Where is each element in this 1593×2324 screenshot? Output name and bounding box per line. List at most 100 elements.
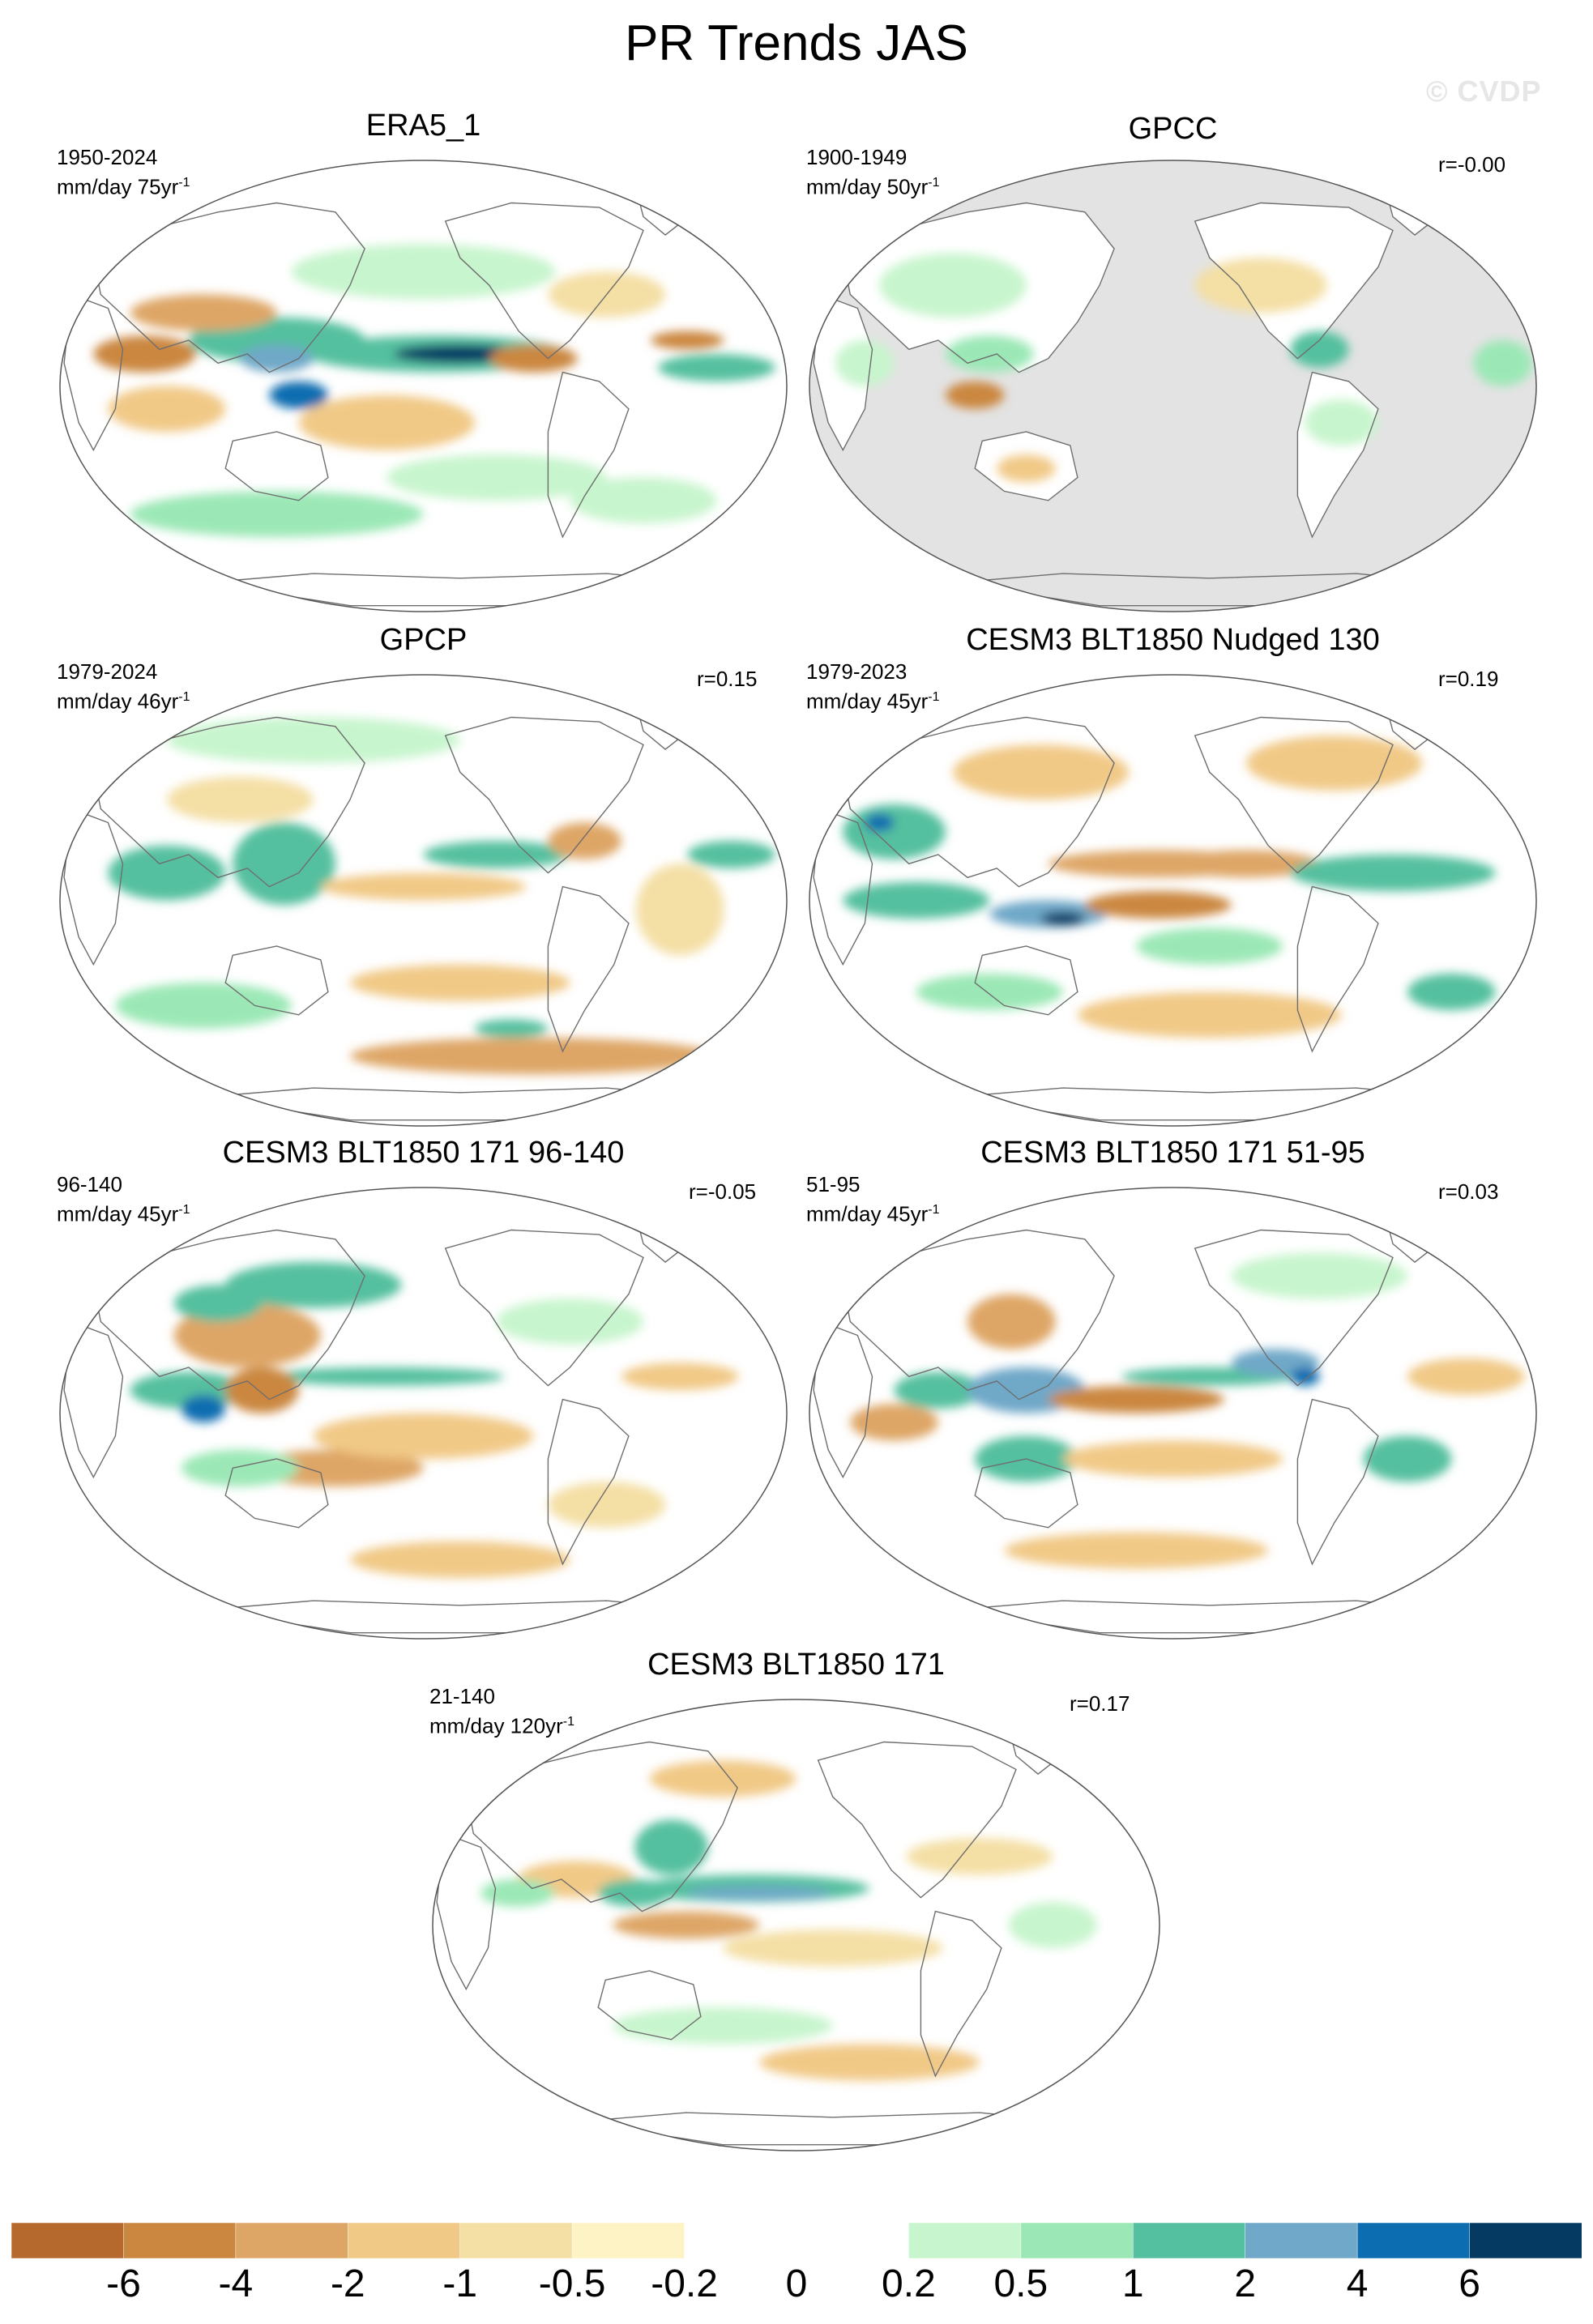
colorbar-swatch xyxy=(908,2222,1022,2259)
period-range: 1979-2024 xyxy=(57,659,158,684)
map-outline xyxy=(809,1187,1537,1640)
trend-field xyxy=(93,244,775,537)
trend-patch xyxy=(548,822,621,859)
coastline-africa xyxy=(813,1320,873,1479)
world-map xyxy=(809,160,1537,612)
trend-field xyxy=(480,1760,1097,2081)
trend-patch xyxy=(946,335,1034,373)
coastline-namerica xyxy=(444,202,644,360)
colorbar-tick-label: -0.5 xyxy=(538,2262,606,2305)
trend-patch xyxy=(649,1760,796,1797)
coastline-asia xyxy=(842,1229,1115,1401)
figure-title: PR Trends JAS xyxy=(625,15,968,71)
colorbar-swatch xyxy=(1133,2222,1246,2259)
units-label: mm/day 45yr-1 xyxy=(806,1201,940,1226)
panel-period: 1900-1949 mm/day 50yr-1 xyxy=(806,144,940,200)
trend-patch xyxy=(843,804,946,859)
pattern-correlation: r=0.15 xyxy=(697,667,758,691)
trend-patch xyxy=(240,344,314,373)
trend-patch xyxy=(93,335,196,373)
trend-patch xyxy=(953,744,1130,800)
panel-title: GPCC xyxy=(1128,112,1218,146)
trend-patch xyxy=(1172,850,1320,878)
trend-patch xyxy=(967,1294,1056,1350)
trend-patch xyxy=(181,1395,226,1422)
coastline-namerica xyxy=(817,1741,1017,1899)
pattern-correlation: r=-0.05 xyxy=(689,1179,757,1204)
colorbar-tick-label: 1 xyxy=(1121,2262,1144,2305)
panel-title: CESM3 BLT1850 Nudged 130 xyxy=(966,623,1380,657)
colorbar-swatch xyxy=(684,2222,797,2259)
colorbar-swatch xyxy=(459,2222,573,2259)
coastline-africa xyxy=(813,808,873,966)
trend-patch xyxy=(1231,1252,1408,1299)
trend-patch xyxy=(613,2007,833,2045)
colorbar-swatch xyxy=(348,2222,461,2259)
trend-patch xyxy=(291,244,556,300)
units-label: mm/day 46yr-1 xyxy=(57,689,190,714)
coastline-namerica xyxy=(1194,716,1394,874)
trend-patch xyxy=(1194,258,1327,313)
colorbar-swatch xyxy=(796,2222,910,2259)
trend-field xyxy=(843,736,1496,1038)
map-background xyxy=(60,160,787,612)
trend-patch xyxy=(1290,855,1496,892)
colorbar-tick-label: 0.5 xyxy=(993,2262,1048,2305)
coastline-australia xyxy=(224,1458,329,1529)
trend-patch xyxy=(879,253,1027,318)
coastline-namerica xyxy=(444,1229,644,1387)
trend-patch xyxy=(233,822,335,906)
trend-patch xyxy=(1290,1367,1320,1386)
map-panel-nudged: CESM3 BLT1850 Nudged 130 1979-2023 mm/day … xyxy=(806,623,1540,1127)
trend-patch xyxy=(621,1362,739,1391)
map-outline xyxy=(809,160,1537,612)
cvdp-watermark: © CVDP xyxy=(1426,75,1542,108)
trend-patch xyxy=(1084,891,1232,919)
units-label: mm/day 50yr-1 xyxy=(806,174,940,199)
trend-patch xyxy=(115,983,292,1029)
trend-patch xyxy=(997,454,1056,483)
units-label: mm/day 45yr-1 xyxy=(806,689,940,714)
trend-field xyxy=(835,253,1532,483)
coastline-africa xyxy=(63,808,124,966)
trend-patch xyxy=(651,330,724,350)
coastline-australia xyxy=(224,431,329,501)
trend-patch xyxy=(1062,1440,1283,1478)
trend-patch xyxy=(1004,1532,1269,1569)
panel-title: CESM3 BLT1850 171 xyxy=(647,1648,945,1682)
trend-patch xyxy=(298,394,475,450)
colorbar-swatch xyxy=(1356,2222,1471,2259)
trend-patch xyxy=(865,813,895,832)
colorbar-swatches xyxy=(11,2222,1582,2259)
trend-patch xyxy=(916,973,1063,1011)
trend-patch xyxy=(1040,911,1085,926)
trend-patch xyxy=(497,1298,643,1345)
coastline-samerica xyxy=(1296,1398,1379,1566)
period-range: 21-140 xyxy=(429,1684,495,1708)
map-panel-m21: CESM3 BLT1850 171 21-140 mm/day 120yr-1 r=0… xyxy=(429,1648,1163,2151)
map-outline xyxy=(809,674,1537,1127)
trend-patch xyxy=(894,1371,983,1409)
world-map xyxy=(809,674,1537,1127)
trend-patch xyxy=(1246,736,1423,791)
trend-patch xyxy=(166,717,460,764)
panel-period: 96-140 mm/day 45yr-1 xyxy=(57,1171,190,1227)
panel-title: CESM3 BLT1850 171 51-95 xyxy=(980,1136,1365,1170)
panel-title: GPCP xyxy=(379,623,468,657)
colorbar-tick-label: 0.2 xyxy=(882,2262,936,2305)
trend-patch xyxy=(130,294,277,331)
map-panel-era5: ERA5_1 1950-2024 mm/day 75yr-1 xyxy=(57,109,790,612)
coastline-australia xyxy=(974,431,1078,501)
trend-patch xyxy=(634,1819,708,1875)
coastline-africa xyxy=(63,1320,124,1479)
trend-patch xyxy=(474,1019,549,1038)
colorbar-tick-label: -6 xyxy=(106,2262,141,2305)
trend-patch xyxy=(1305,399,1378,446)
coastline-asia xyxy=(92,202,365,373)
trend-patch xyxy=(685,1886,833,1900)
colorbar-tick-label: -1 xyxy=(442,2262,478,2305)
colorbar-tick-label: -0.2 xyxy=(651,2262,718,2305)
trend-patch xyxy=(247,1449,424,1486)
coastline-samerica xyxy=(547,371,630,539)
trend-patch xyxy=(1473,340,1532,386)
